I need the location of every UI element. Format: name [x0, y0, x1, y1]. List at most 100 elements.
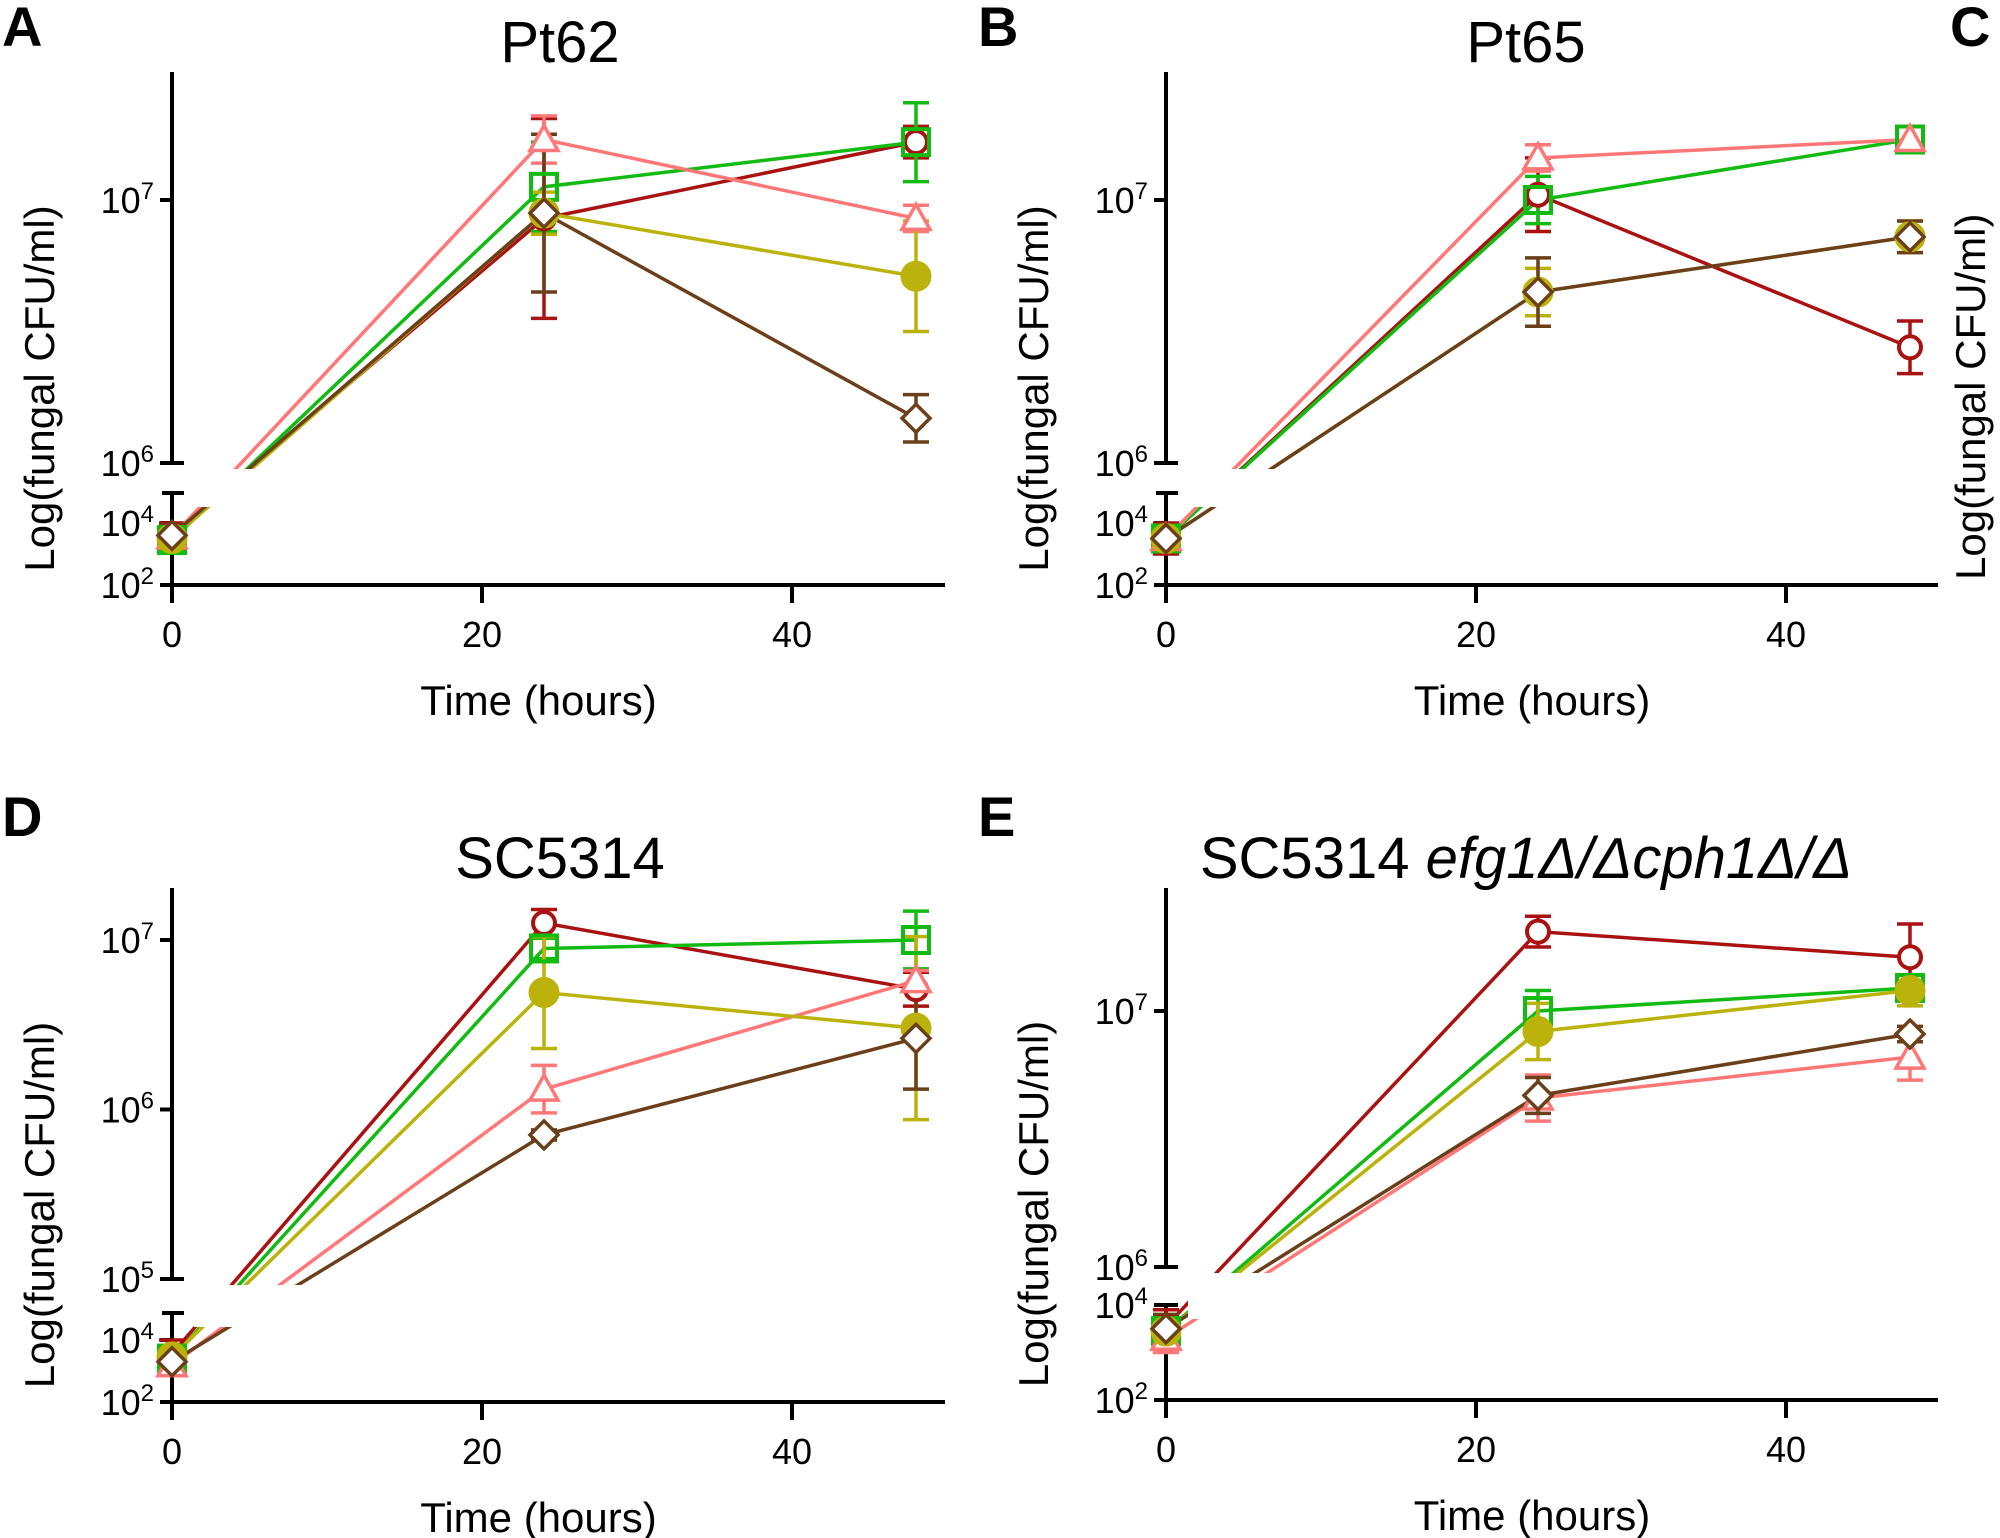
y-tick-base: 10	[1095, 503, 1135, 544]
filled-circle-marker	[1522, 1015, 1554, 1047]
y-tick-label: 102	[1095, 1378, 1148, 1421]
panel-title: Pt62	[500, 10, 619, 75]
open-triangle-marker	[527, 121, 561, 153]
open-square-marker	[529, 933, 559, 964]
y-tick-base: 10	[101, 1090, 141, 1131]
x-tick-label: 20	[462, 614, 502, 655]
y-tick-exponent: 4	[141, 1318, 154, 1345]
y-tick-exponent: 2	[141, 1380, 154, 1407]
y-tick-exponent: 7	[141, 918, 154, 945]
y-tick-exponent: 6	[141, 441, 154, 468]
open-diamond-marker	[1149, 1312, 1183, 1346]
y-tick-label: 102	[101, 563, 154, 606]
open-diamond-marker	[1521, 275, 1555, 309]
y-tick-base: 10	[101, 920, 141, 961]
open-diamond-marker	[899, 401, 933, 435]
y-tick-label: 105	[101, 1257, 154, 1300]
x-tick-label: 40	[772, 614, 812, 655]
open-diamond-marker	[155, 1345, 189, 1379]
open-diamond-marker	[1893, 220, 1927, 254]
y-tick-exponent: 2	[1135, 563, 1148, 590]
y-tick-base: 10	[1095, 443, 1135, 484]
x-tick-label: 0	[162, 614, 182, 655]
open-triangle-marker	[899, 963, 933, 994]
open-square-marker	[901, 127, 931, 158]
x-axis-label: Time (hours)	[420, 677, 656, 724]
y-axis-label: Log(fungal CFU/ml)	[16, 205, 63, 571]
panel-letter-c: C	[1950, 0, 1990, 58]
y-tick-label: 102	[1095, 563, 1148, 606]
open-diamond-marker	[1521, 1079, 1555, 1112]
open-diamond-marker	[527, 1118, 561, 1152]
open-square-marker	[901, 925, 931, 955]
open-circle-marker	[1525, 918, 1551, 945]
title-text: SC5314	[1200, 826, 1426, 891]
y-tick-label: 106	[1095, 441, 1148, 484]
y-tick-exponent: 4	[1135, 501, 1148, 528]
y-tick-exponent: 2	[1135, 1378, 1148, 1405]
y-tick-label: 106	[1095, 1245, 1148, 1288]
y-tick-base: 10	[1095, 1247, 1135, 1288]
open-triangle-marker	[1893, 1039, 1927, 1070]
y-tick-base: 10	[101, 1382, 141, 1423]
open-square-marker	[1523, 185, 1553, 215]
x-tick-label: 20	[462, 1431, 502, 1472]
y-tick-exponent: 7	[1135, 989, 1148, 1016]
y-tick-exponent: 4	[1135, 1283, 1148, 1310]
open-triangle-marker	[1893, 121, 1927, 153]
y-tick-label: 106	[101, 441, 154, 484]
y-tick-exponent: 6	[1135, 1245, 1148, 1272]
panel-title: SC5314	[455, 826, 665, 891]
y-tick-label: 104	[101, 501, 154, 544]
x-axis-label: Time (hours)	[1414, 677, 1650, 724]
y-tick-base: 10	[101, 443, 141, 484]
y-tick-exponent: 4	[141, 501, 154, 528]
filled-circle-marker	[1894, 975, 1926, 1007]
x-tick-label: 20	[1456, 614, 1496, 655]
y-tick-label: 104	[1095, 501, 1148, 544]
y-tick-exponent: 6	[141, 1088, 154, 1115]
y-axis-label: Log(fungal CFU/ml)	[1010, 1021, 1057, 1387]
y-tick-exponent: 2	[141, 563, 154, 590]
filled-circle-marker	[528, 977, 560, 1009]
y-tick-base: 10	[1095, 1285, 1135, 1326]
open-diamond-marker	[155, 518, 189, 552]
open-circle-marker	[1897, 944, 1923, 971]
filled-circle-marker	[900, 260, 932, 292]
y-tick-base: 10	[101, 1320, 141, 1361]
open-circle-marker	[1897, 334, 1923, 361]
axis-break-gap	[194, 1285, 314, 1327]
title-text: Pt65	[1466, 10, 1585, 75]
y-axis-label: Log(fungal CFU/ml)	[16, 1022, 63, 1388]
y-tick-label: 104	[101, 1318, 154, 1361]
y-tick-exponent: 7	[1135, 178, 1148, 205]
panel-letter-d: D	[2, 785, 42, 848]
y-tick-exponent: 7	[141, 178, 154, 205]
y-tick-base: 10	[1095, 1380, 1135, 1421]
x-tick-label: 40	[1766, 614, 1806, 655]
title-text: Pt62	[500, 10, 619, 75]
x-tick-label: 20	[1456, 1429, 1496, 1470]
axis-break-gap	[1188, 469, 1308, 507]
y-tick-base: 10	[1095, 565, 1135, 606]
title-text: SC5314	[455, 826, 665, 891]
open-diamond-marker	[1149, 522, 1183, 555]
panel-c-ylabel: Log(fungal CFU/ml)	[1947, 214, 1994, 580]
panel-letter-a: A	[2, 0, 42, 58]
y-tick-label: 107	[1095, 178, 1148, 221]
y-tick-label: 107	[101, 178, 154, 221]
y-tick-base: 10	[101, 503, 141, 544]
y-axis-label: Log(fungal CFU/ml)	[1010, 205, 1057, 571]
open-circle-marker	[903, 129, 929, 156]
open-triangle-marker	[527, 1071, 561, 1102]
y-tick-exponent: 5	[141, 1257, 154, 1284]
y-tick-label: 106	[101, 1088, 154, 1131]
x-tick-label: 40	[1766, 1429, 1806, 1470]
axis-break-gap	[194, 469, 314, 507]
y-tick-base: 10	[1095, 180, 1135, 221]
